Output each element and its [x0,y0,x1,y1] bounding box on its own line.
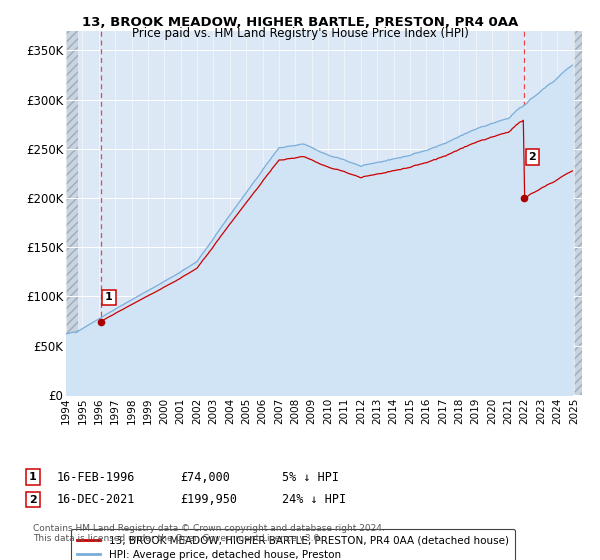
Text: £74,000: £74,000 [180,470,230,484]
Text: 16-DEC-2021: 16-DEC-2021 [57,493,136,506]
Bar [66,31,78,395]
Text: 2: 2 [29,494,37,505]
Text: Contains HM Land Registry data © Crown copyright and database right 2024.
This d: Contains HM Land Registry data © Crown c… [33,524,385,543]
Text: 1: 1 [29,472,37,482]
Text: 2: 2 [529,152,536,162]
Bar [574,31,582,395]
Text: Price paid vs. HM Land Registry's House Price Index (HPI): Price paid vs. HM Land Registry's House … [131,27,469,40]
Text: 13, BROOK MEADOW, HIGHER BARTLE, PRESTON, PR4 0AA: 13, BROOK MEADOW, HIGHER BARTLE, PRESTON… [82,16,518,29]
Text: 24% ↓ HPI: 24% ↓ HPI [282,493,346,506]
Text: 16-FEB-1996: 16-FEB-1996 [57,470,136,484]
Bar [66,31,78,395]
Bar [574,31,582,395]
Text: 5% ↓ HPI: 5% ↓ HPI [282,470,339,484]
Legend: 13, BROOK MEADOW, HIGHER BARTLE, PRESTON, PR4 0AA (detached house), HPI: Average: 13, BROOK MEADOW, HIGHER BARTLE, PRESTON… [71,529,515,560]
Text: £199,950: £199,950 [180,493,237,506]
Text: 1: 1 [105,292,113,302]
